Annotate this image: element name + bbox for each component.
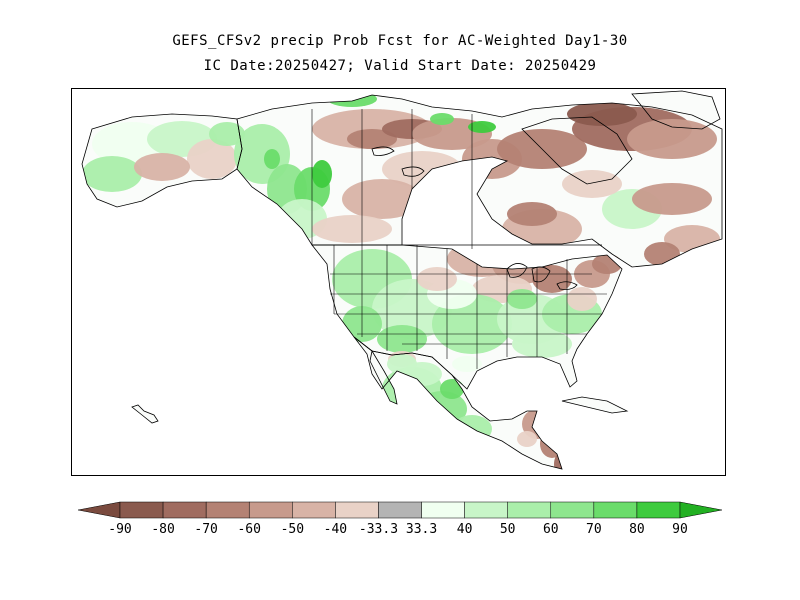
- probability-patch: [567, 287, 597, 311]
- probability-patch: [507, 202, 557, 226]
- lake-outline: [401, 166, 425, 177]
- lake-outline: [556, 281, 578, 290]
- probability-patch: [347, 129, 397, 149]
- legend-bin: [507, 501, 552, 519]
- probability-patch: [264, 149, 280, 169]
- probability-patch: [327, 91, 377, 107]
- probability-patch: [517, 431, 537, 447]
- probability-patch: [377, 325, 427, 353]
- probability-patch: [540, 430, 564, 458]
- legend-tick-label: -40: [324, 522, 347, 537]
- chart-title: GEFS_CFSv2 precip Prob Fcst for AC-Weigh…: [172, 33, 628, 49]
- legend-bin: [421, 501, 465, 519]
- probability-patch: [592, 254, 622, 274]
- legend-tick-label: -50: [281, 522, 304, 537]
- legend-tick-label: -80: [151, 522, 174, 537]
- probability-patch: [312, 215, 392, 243]
- legend-bin: [636, 501, 681, 519]
- probability-patch: [567, 102, 637, 126]
- land-cuba: [562, 397, 627, 413]
- probability-patch: [430, 113, 454, 125]
- legend-tick-label: 40: [457, 522, 473, 537]
- legend-bin: [119, 501, 164, 519]
- legend-bin: [292, 501, 336, 519]
- legend-tick-label: 70: [586, 522, 602, 537]
- probability-patch: [452, 356, 482, 372]
- coast-baja: [369, 349, 398, 405]
- probability-patch: [187, 139, 237, 179]
- legend-tick-label: 33.3: [406, 522, 437, 537]
- probability-patch: [512, 330, 572, 358]
- legend-tick-label: -33.3: [359, 522, 398, 537]
- probability-patch: [507, 289, 537, 309]
- legend-bin: [248, 501, 293, 519]
- coast-greenland: [631, 90, 721, 130]
- lake-outline: [531, 266, 551, 283]
- map-canvas: [81, 90, 723, 470]
- probability-patch: [82, 156, 142, 192]
- probability-patch: [209, 122, 245, 146]
- legend-arrow-high: [679, 501, 723, 519]
- probability-patch: [134, 153, 190, 181]
- legend-tick-label: 60: [543, 522, 559, 537]
- legend-bin: [335, 501, 379, 519]
- probability-patch: [532, 265, 572, 293]
- legend-tick-label: -60: [237, 522, 260, 537]
- legend-bin: [162, 501, 207, 519]
- probability-patch: [468, 121, 496, 133]
- probability-patch: [562, 170, 622, 198]
- legend-arrow-low: [77, 501, 121, 519]
- color-legend: -90 -80 -70 -60 -50 -40 -33.3 33.3 40 50 60 70 80 90: [77, 498, 723, 538]
- legend-bin: [378, 501, 422, 519]
- legend-tick-label: 50: [500, 522, 516, 537]
- lake-outline: [506, 263, 528, 278]
- coast-mexico: [353, 336, 563, 470]
- land-hawaii: [132, 405, 158, 423]
- legend-bin: [464, 501, 508, 519]
- lake-outline: [371, 146, 395, 156]
- legend-tick-label: -90: [108, 522, 131, 537]
- probability-patch: [644, 242, 680, 266]
- coast-hawaii: [131, 404, 159, 424]
- coast-baffin: [521, 116, 633, 185]
- chart-subtitle: IC Date:20250427; Valid Start Date: 2025…: [203, 58, 597, 74]
- probability-patch: [632, 183, 712, 215]
- probability-patch: [387, 354, 417, 374]
- legend-tick-label: -70: [194, 522, 217, 537]
- legend-bin: [205, 501, 250, 519]
- legend-bin: [550, 501, 595, 519]
- legend-bin: [593, 501, 638, 519]
- probability-patch: [440, 379, 464, 399]
- probability-patch: [554, 452, 570, 469]
- legend-tick-label: 90: [672, 522, 688, 537]
- probability-patch: [627, 119, 717, 159]
- legend-bar: -90 -80 -70 -60 -50 -40 -33.3 33.3 40 50 60 70 80 90: [77, 501, 723, 537]
- map-outlines: [81, 90, 723, 470]
- probability-patch: [417, 267, 457, 291]
- probability-patch: [312, 160, 332, 188]
- legend-tick-label: 80: [629, 522, 645, 537]
- probability-patch: [342, 179, 422, 219]
- coast-cuba: [561, 396, 629, 414]
- forecast-map: [71, 88, 726, 476]
- coast-alaska: [81, 113, 243, 208]
